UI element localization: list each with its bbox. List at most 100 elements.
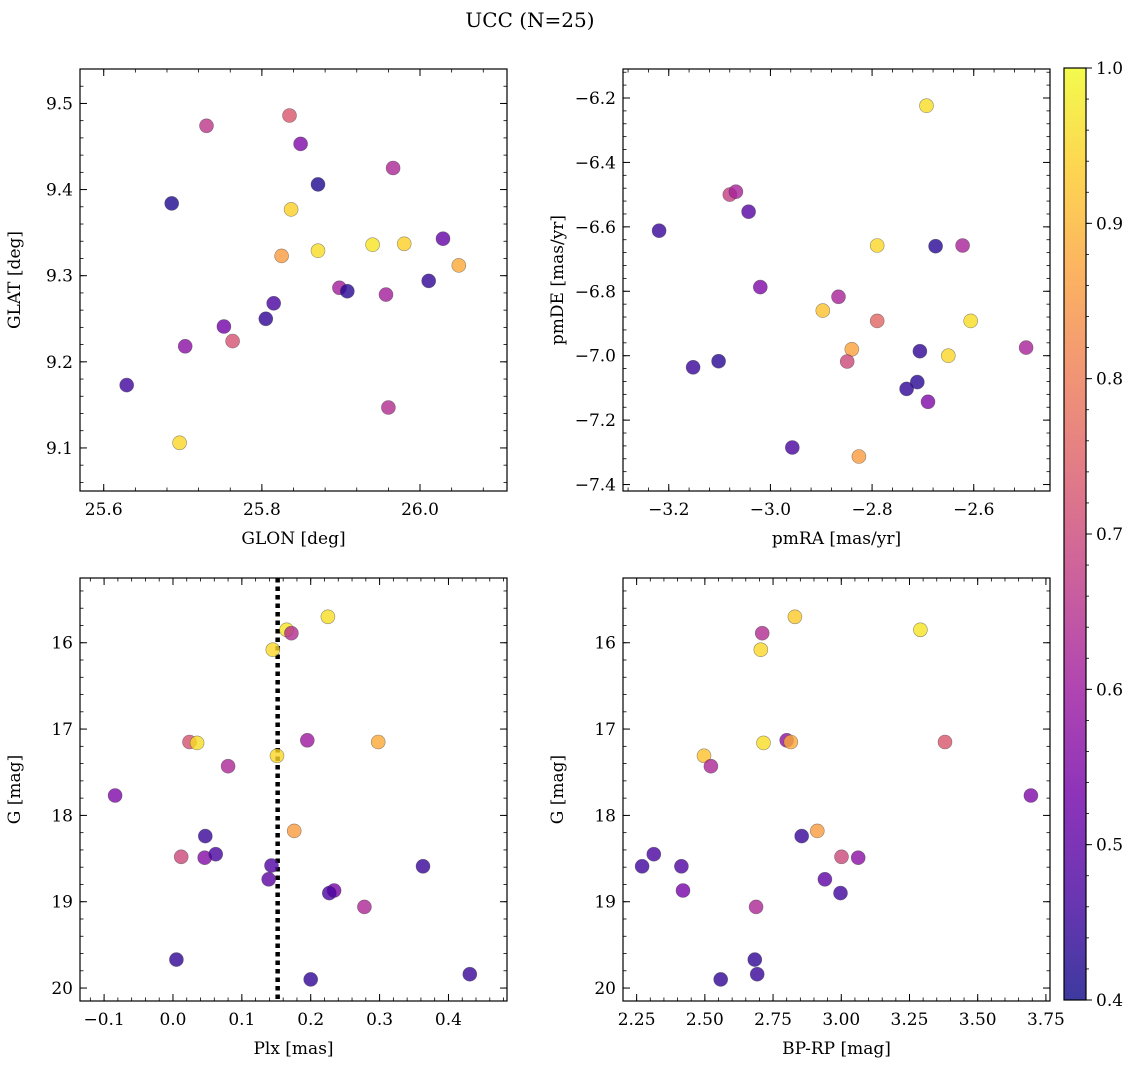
data-point	[752, 279, 768, 295]
data-point	[1023, 788, 1039, 803]
x-tick-label: 0.4	[435, 1010, 462, 1030]
figure-title: UCC (N=25)	[465, 8, 594, 32]
data-point	[266, 295, 282, 311]
x-tick-label: 3.00	[822, 1010, 860, 1030]
x-tick-label: −2.6	[953, 500, 994, 520]
data-point	[269, 748, 285, 764]
y-tick-label: −6.8	[575, 282, 616, 302]
y-tick-label: 18	[594, 806, 616, 826]
axes-frame	[622, 577, 1051, 1002]
y-tick-label: 16	[594, 634, 616, 654]
colorbar-tick-label: 0.9	[1096, 214, 1123, 234]
x-tick-label: 2.75	[754, 1010, 792, 1030]
data-point	[189, 735, 205, 751]
data-point	[225, 333, 240, 349]
data-point	[839, 354, 855, 369]
data-point	[928, 238, 943, 254]
x-axis-label: pmRA [mas/yr]	[772, 529, 901, 549]
data-point	[851, 449, 867, 464]
y-tick-label: 17	[594, 720, 616, 740]
x-tick-label: −3.0	[750, 500, 791, 520]
data-point	[293, 136, 308, 152]
data-point	[258, 311, 274, 327]
x-tick-label: 26.0	[401, 500, 439, 520]
colorbar-tick-label: 0.8	[1096, 370, 1123, 390]
x-tick-label: 0.0	[159, 1010, 186, 1030]
data-point	[370, 734, 386, 750]
data-point	[844, 341, 860, 357]
panel-pmra-pmde: −3.2 −3.0 −2.8 −2.6 −7.4 −7.2 −7.0 −6.8 −6.6 −6.4…	[548, 68, 1051, 549]
data-point	[850, 850, 866, 866]
data-point	[784, 440, 800, 455]
y-tick-label: 9.1	[46, 439, 73, 459]
data-point	[286, 823, 302, 839]
data-point	[282, 108, 297, 123]
data-point	[749, 966, 765, 982]
y-tick-label: −7.2	[575, 411, 616, 431]
y-tick-label: 9.5	[46, 94, 73, 114]
axes-frame	[79, 577, 508, 1002]
colorbar-tick-label: 0.6	[1096, 680, 1123, 700]
data-point	[646, 846, 662, 862]
data-point	[728, 184, 744, 199]
data-point	[177, 338, 193, 354]
y-tick-label: 19	[594, 893, 616, 913]
data-point	[899, 381, 914, 397]
data-point	[794, 828, 810, 844]
data-point	[747, 952, 763, 967]
colorbar-tick-label: 0.5	[1096, 836, 1123, 856]
data-point	[748, 899, 764, 915]
x-axis-label: BP-RP [mag]	[782, 1039, 891, 1059]
data-point	[119, 377, 134, 393]
data-point	[385, 160, 401, 176]
data-point	[303, 972, 319, 987]
data-point	[754, 625, 770, 641]
y-tick-label: 16	[51, 634, 73, 654]
data-point	[703, 758, 719, 774]
x-tick-label: −3.2	[648, 500, 689, 520]
colorbar-gradient	[1064, 68, 1086, 1000]
data-point	[685, 359, 701, 375]
data-point	[955, 238, 970, 253]
data-point	[284, 625, 299, 641]
y-tick-label: 9.4	[46, 181, 73, 201]
x-tick-label: −0.1	[83, 1010, 124, 1030]
data-point	[172, 435, 187, 451]
y-tick-label: 17	[51, 720, 73, 740]
data-point	[756, 735, 771, 751]
colorbar-tick-label: 0.7	[1096, 525, 1123, 545]
data-point	[817, 871, 833, 887]
plot-area	[623, 69, 1050, 491]
panel-bprp-g: 2.25 2.50 2.75 3.00 3.25 3.50 3.75 16 17 18 19 20 BP…	[548, 577, 1065, 1059]
panel-plx-g: −0.1 0.0 0.1 0.2 0.3 0.4 16 17 18 19 20 Plx [mas] G …	[5, 577, 508, 1059]
data-point	[912, 343, 928, 359]
data-point	[164, 196, 179, 211]
x-tick-label: 2.50	[686, 1010, 724, 1030]
data-point	[920, 394, 936, 410]
data-point	[869, 313, 885, 329]
y-axis-label: GLAT [deg]	[5, 231, 25, 329]
data-point	[651, 223, 667, 238]
data-point	[357, 899, 372, 915]
y-tick-label: −7.4	[575, 476, 616, 496]
x-tick-label: 2.25	[618, 1010, 656, 1030]
data-point	[310, 243, 326, 258]
y-tick-label: 9.3	[46, 267, 73, 287]
data-point	[283, 202, 299, 217]
data-point	[365, 237, 380, 252]
y-axis-label: G [mag]	[5, 755, 25, 824]
data-point	[264, 858, 279, 873]
y-tick-label: 20	[594, 979, 616, 999]
x-tick-label: −2.8	[851, 500, 892, 520]
data-point	[815, 303, 831, 318]
data-point	[381, 400, 396, 415]
x-tick-label: 0.3	[366, 1010, 393, 1030]
data-point	[909, 374, 925, 390]
data-point	[711, 353, 726, 369]
colorbar-tick-label: 1.0	[1096, 59, 1123, 79]
data-point	[753, 642, 769, 658]
data-point	[831, 289, 846, 305]
data-point	[741, 204, 756, 219]
y-tick-label: 19	[51, 893, 73, 913]
